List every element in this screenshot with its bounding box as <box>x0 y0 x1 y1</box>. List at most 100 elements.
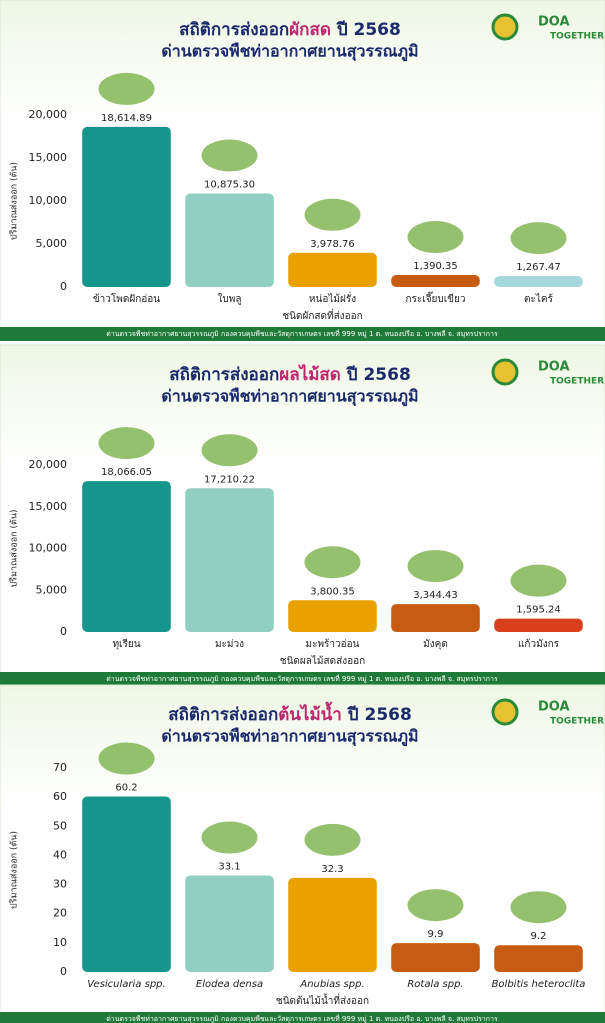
x-tick-label: หน่อไม้ฝรั่ง <box>309 291 356 305</box>
value-label: 18,614.89 <box>101 113 152 124</box>
x-tick-label: มังคุด <box>423 639 448 650</box>
product-image <box>98 72 155 105</box>
y-tick-label: 10 <box>53 936 67 949</box>
product-image <box>407 550 464 583</box>
x-tick-label: แก้วมังกร <box>518 638 560 650</box>
y-tick-label: 15,000 <box>29 500 68 513</box>
logo-tagline: TOGETHER <box>550 717 604 727</box>
x-tick-label: ใบพลู <box>218 293 242 305</box>
title-part: สถิติการส่งออก <box>168 705 278 725</box>
product-image <box>201 139 258 172</box>
chart-title: สถิติการส่งออกต้นไม้น้ำ ปี 2568 <box>168 701 412 725</box>
chart-title: สถิติการส่งออกผักสด ปี 2568 <box>179 19 401 40</box>
bar <box>82 796 171 972</box>
logo-mark: DOA <box>538 15 570 30</box>
x-tick-label: Elodea densa <box>196 979 263 990</box>
x-tick-label: ทุเรียน <box>112 638 140 650</box>
title-part: ปี 2568 <box>346 364 411 385</box>
y-tick-label: 0 <box>60 280 67 293</box>
product-image <box>304 546 361 579</box>
bar <box>288 877 377 972</box>
value-label: 17,210.22 <box>204 474 255 485</box>
chart-title: สถิติการส่งออกผลไม้สด ปี 2568 <box>169 364 411 385</box>
chart-panel: สถิติการส่งออกผักสด ปี 2568ด่านตรวจพืชท่… <box>0 0 605 341</box>
value-label: 32.3 <box>321 864 343 875</box>
product-image <box>407 889 464 922</box>
x-tick-label: ตะไคร้ <box>524 293 554 305</box>
title-part: ผักสด <box>289 20 331 40</box>
bar <box>391 943 480 972</box>
title-part: ต้นไม้น้ำ <box>278 701 342 725</box>
product-image <box>201 821 258 854</box>
product-image <box>304 823 361 856</box>
y-tick-label: 20,000 <box>29 458 68 471</box>
y-tick-label: 10,000 <box>29 542 68 555</box>
bar <box>391 275 480 287</box>
y-tick-label: 50 <box>53 819 67 832</box>
x-tick-label: ข้าวโพดฝักอ่อน <box>93 292 160 305</box>
logo-tagline: TOGETHER <box>550 32 604 42</box>
value-label: 9.2 <box>531 931 547 942</box>
y-tick-label: 70 <box>53 761 67 774</box>
product-image <box>98 427 155 460</box>
bar <box>185 875 274 972</box>
value-label: 3,344.43 <box>413 590 458 601</box>
logo-mark: DOA <box>538 360 570 375</box>
y-tick-label: 5,000 <box>36 237 68 250</box>
chart-subtitle: ด่านตรวจพืชท่าอากาศยานสุวรรณภูมิ <box>161 42 418 63</box>
bar <box>185 488 274 632</box>
y-axis-title: ปริมาณส่งออก (ตัน) <box>9 831 20 909</box>
x-tick-label: Anubias spp. <box>299 979 364 990</box>
bar <box>494 945 583 972</box>
x-tick-label: Rotala spp. <box>407 979 463 990</box>
logo-tagline: TOGETHER <box>550 377 604 387</box>
y-tick-label: 20 <box>53 907 67 920</box>
value-label: 9.9 <box>428 929 444 940</box>
bar <box>288 600 377 632</box>
y-tick-label: 5,000 <box>36 583 68 596</box>
footer-text: ด่านตรวจพืชท่าอากาศยานสุวรรณภูมิ กองควบค… <box>106 674 498 683</box>
product-image <box>510 564 567 597</box>
bar <box>391 604 480 632</box>
x-tick-label: Bolbitis heteroclita <box>492 979 586 990</box>
title-part: สถิติการส่งออก <box>179 20 289 40</box>
product-image <box>98 742 155 775</box>
bar <box>82 126 171 287</box>
chart-panel: สถิติการส่งออกต้นไม้น้ำ ปี 2568ด่านตรวจพ… <box>0 684 605 1023</box>
title-part: ปี 2568 <box>347 704 412 725</box>
value-label: 33.1 <box>218 862 240 873</box>
x-tick-label: กระเจี๊ยบเขียว <box>405 291 465 305</box>
x-tick-label: มะพร้าวอ่อน <box>305 638 359 650</box>
y-tick-label: 0 <box>60 965 67 978</box>
value-label: 3,800.35 <box>310 586 355 597</box>
chart-subtitle: ด่านตรวจพืชท่าอากาศยานสุวรรณภูมิ <box>161 387 418 408</box>
product-image <box>510 222 567 255</box>
y-tick-label: 40 <box>53 848 67 861</box>
value-label: 1,390.35 <box>413 261 458 272</box>
footer-bar <box>0 672 605 686</box>
footer-bar <box>0 327 605 341</box>
footer-text: ด่านตรวจพืชท่าอากาศยานสุวรรณภูมิ กองควบค… <box>106 329 498 338</box>
y-tick-label: 0 <box>60 625 67 638</box>
chart-panel: สถิติการส่งออกผลไม้สด ปี 2568ด่านตรวจพืช… <box>0 344 605 686</box>
product-image <box>510 891 567 924</box>
value-label: 60.2 <box>115 783 137 794</box>
x-axis-title: ชนิดต้นไม้น้ำที่ส่งออก <box>276 993 369 1007</box>
y-tick-label: 60 <box>53 790 67 803</box>
bar <box>82 481 171 632</box>
y-tick-label: 15,000 <box>29 151 68 164</box>
y-axis-title: ปริมาณส่งออก (ตัน) <box>9 510 20 588</box>
footer-bar <box>0 1012 605 1023</box>
value-label: 10,875.30 <box>204 179 255 190</box>
product-image <box>201 434 258 467</box>
x-axis-title: ชนิดผักสดที่ส่งออก <box>282 308 362 322</box>
value-label: 1,595.24 <box>516 605 561 616</box>
bar <box>494 276 583 287</box>
product-image <box>304 198 361 231</box>
title-part: ปี 2568 <box>336 19 401 40</box>
bar <box>288 252 377 287</box>
x-tick-label: Vesicularia spp. <box>87 979 165 990</box>
bar <box>494 618 583 632</box>
